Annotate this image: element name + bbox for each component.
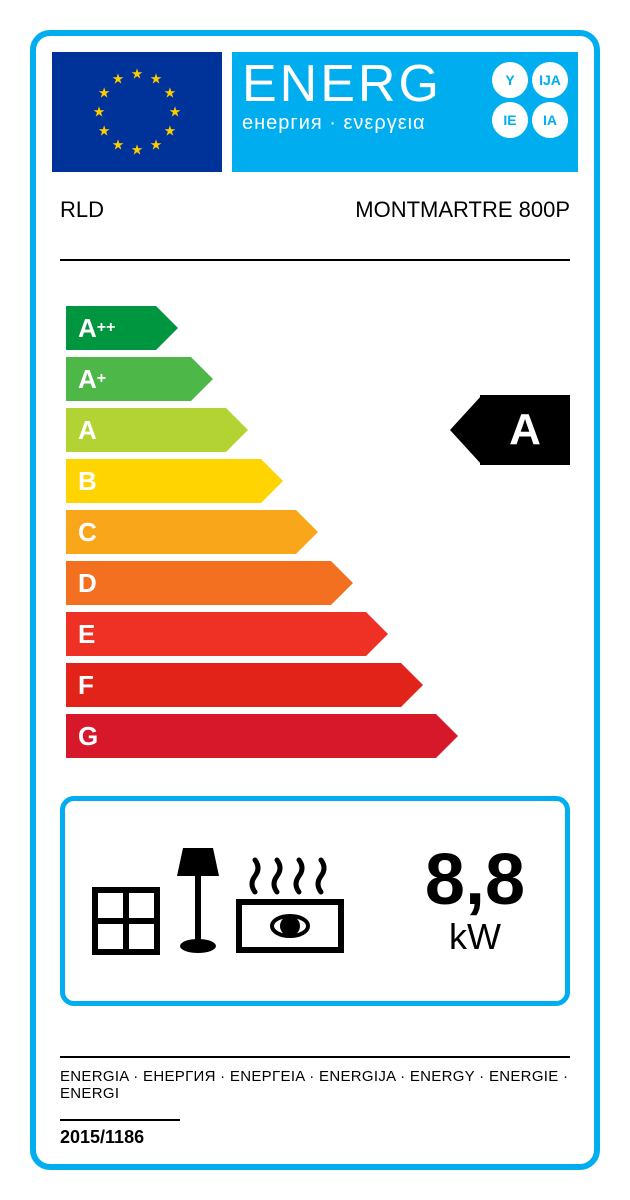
window-icon [91, 886, 161, 956]
rating-class-label: A [509, 405, 541, 455]
eu-star-icon: ★ [150, 136, 163, 153]
efficiency-class-arrow: G [66, 714, 436, 758]
eu-star-icon: ★ [164, 123, 177, 140]
energy-suffix-code: IA [532, 102, 568, 138]
efficiency-class-row: E [66, 612, 566, 656]
eu-star-icon: ★ [112, 136, 125, 153]
footer-languages: ENERGIA · ЕНЕРГИЯ · ΕΝΕΡΓΕΙΑ · ENERGIJA … [60, 1056, 570, 1102]
lamp-icon [175, 846, 221, 956]
efficiency-class-row: B [66, 459, 566, 503]
efficiency-class-arrow: B [66, 459, 261, 503]
energy-suffix-code: IJA [532, 62, 568, 98]
efficiency-class-row: D [66, 561, 566, 605]
efficiency-scale: A++A+ABCDEFG [66, 306, 566, 765]
efficiency-class-row: F [66, 663, 566, 707]
efficiency-class-arrow: A [66, 408, 226, 452]
eu-star-icon: ★ [93, 104, 106, 121]
eu-star-icon: ★ [131, 142, 144, 159]
efficiency-arrow-head [191, 357, 213, 401]
eu-star-icon: ★ [164, 85, 177, 102]
efficiency-arrow-head [226, 408, 248, 452]
eu-star-icon: ★ [169, 104, 182, 121]
eu-star-icon: ★ [150, 71, 163, 88]
energy-suffix-code: Y [492, 62, 528, 98]
efficiency-arrow-head [401, 663, 423, 707]
heat-output-box: 8,8 kW [60, 796, 570, 1006]
model-name: MONTMARTRE 800P [355, 197, 570, 223]
eu-star-icon: ★ [112, 71, 125, 88]
efficiency-arrow-head [436, 714, 458, 758]
efficiency-class-arrow: E [66, 612, 366, 656]
power-value: 8,8 [425, 844, 525, 916]
efficiency-class-row: G [66, 714, 566, 758]
footer-regulation: 2015/1186 [60, 1119, 180, 1148]
efficiency-class-arrow: D [66, 561, 331, 605]
efficiency-class-row: A++ [66, 306, 566, 350]
efficiency-arrow-head [156, 306, 178, 350]
supplier-model-row: RLD MONTMARTRE 800P [60, 191, 570, 261]
product-rating-arrow: A [450, 395, 570, 465]
efficiency-arrow-head [261, 459, 283, 503]
power-value-block: 8,8 kW [425, 844, 565, 958]
efficiency-arrow-head [331, 561, 353, 605]
eu-star-icon: ★ [98, 85, 111, 102]
power-unit: kW [425, 916, 525, 958]
efficiency-class-arrow: A+ [66, 357, 191, 401]
eu-star-icon: ★ [98, 123, 111, 140]
eu-flag: ★★★★★★★★★★★★ [52, 52, 222, 172]
energy-title-block: ENERG енергия · ενεργεια YIJAIEIA [232, 52, 578, 172]
heating-icons [65, 846, 345, 956]
heater-icon [235, 856, 345, 956]
rating-arrow-body: A [480, 395, 570, 465]
efficiency-arrow-head [296, 510, 318, 554]
energy-suffix-code: IE [492, 102, 528, 138]
energy-label-frame: ★★★★★★★★★★★★ ENERG енергия · ενεργεια YI… [30, 30, 600, 1170]
rating-arrow-head [450, 395, 482, 465]
eu-star-icon: ★ [131, 66, 144, 83]
header: ★★★★★★★★★★★★ ENERG енергия · ενεργεια YI… [52, 52, 578, 172]
efficiency-class-arrow: A++ [66, 306, 156, 350]
supplier-name: RLD [60, 197, 104, 223]
efficiency-arrow-head [366, 612, 388, 656]
efficiency-class-row: C [66, 510, 566, 554]
efficiency-class-arrow: C [66, 510, 296, 554]
efficiency-class-arrow: F [66, 663, 401, 707]
energy-suffix-codes: YIJAIEIA [492, 62, 570, 138]
